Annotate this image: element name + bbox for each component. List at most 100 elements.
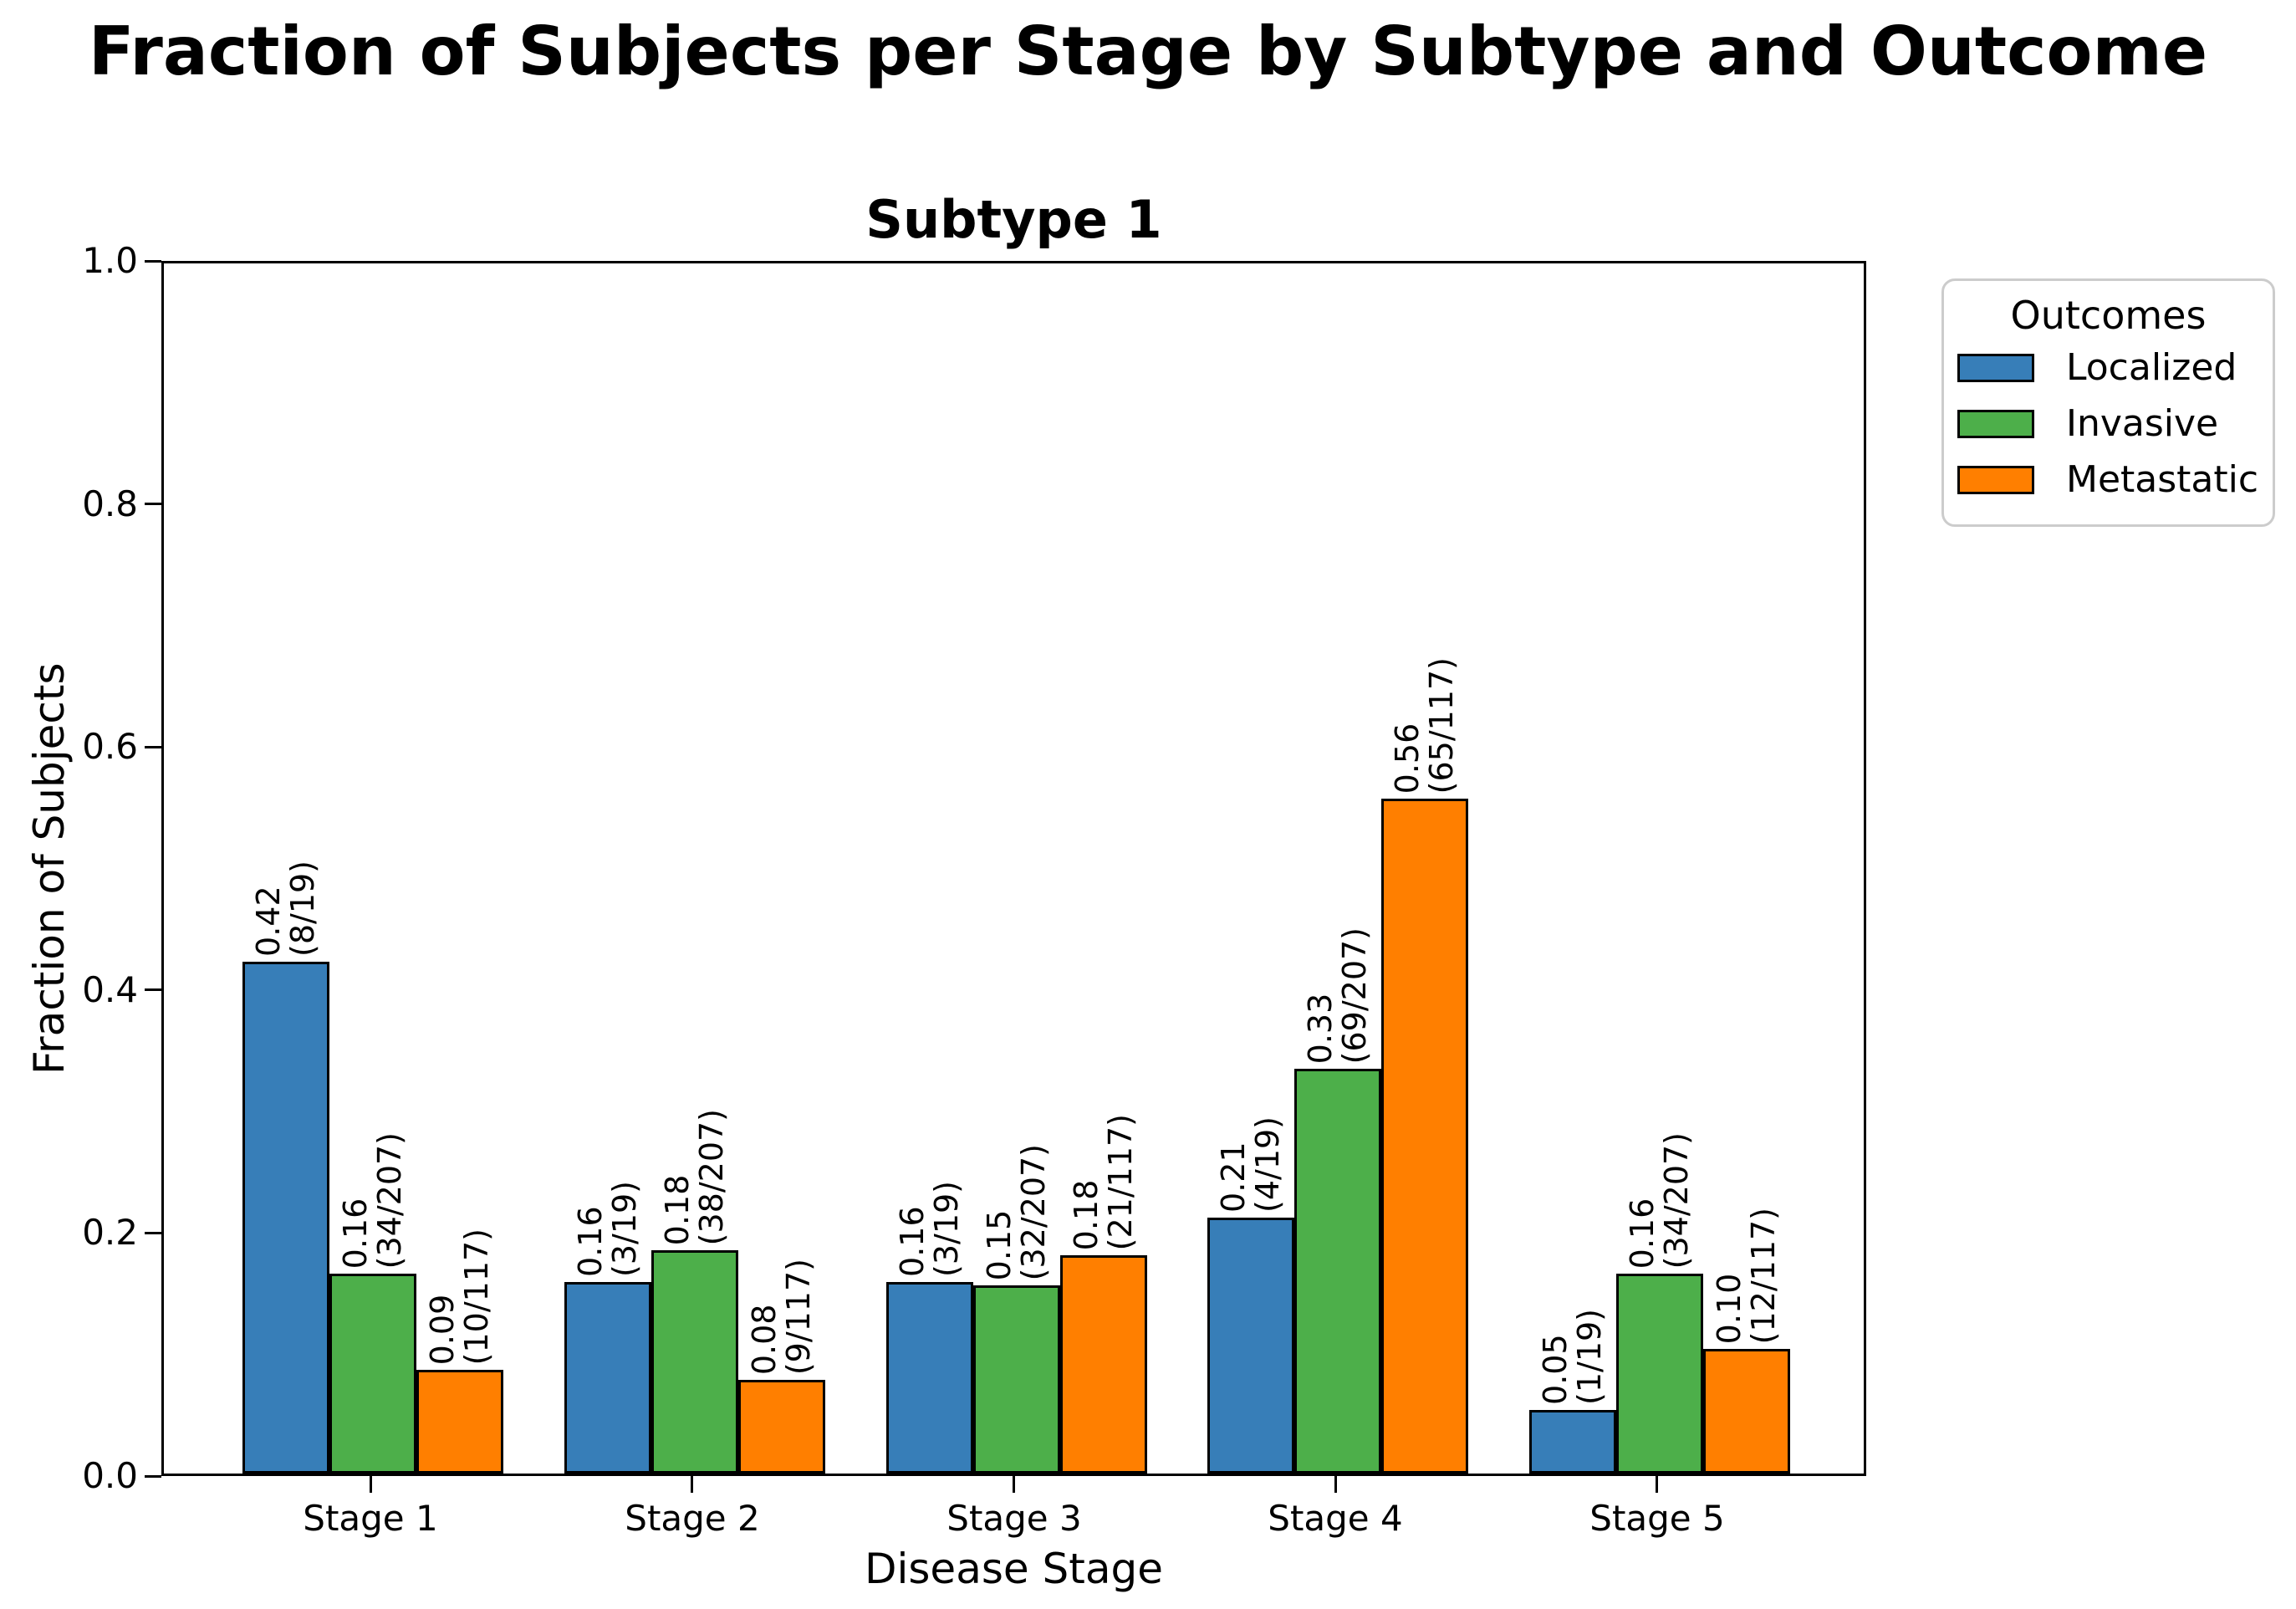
- bar-label-fraction: (3/19): [606, 1181, 643, 1277]
- subplot-title: Subtype 1: [865, 189, 1162, 250]
- bar-label-value: 0.15: [981, 1209, 1018, 1280]
- bar-label-fraction: (34/207): [371, 1131, 408, 1269]
- bar-label-fraction: (38/207): [693, 1108, 730, 1245]
- bar-label-stage-4-localized: 0.21 (4/19): [1215, 1116, 1286, 1213]
- bar-label-value: 0.33: [1302, 993, 1339, 1064]
- y-tick-mark-0.6: [145, 746, 161, 748]
- bar-label-value: 0.18: [1068, 1179, 1105, 1250]
- bar-label-value: 0.16: [337, 1198, 374, 1269]
- bar-stage-3-invasive: [973, 1285, 1060, 1474]
- plot-area: 0.42 (8/19) 0.16 (3/19) 0.16 (3/19) 0.21 (4/19)…: [161, 261, 1866, 1476]
- x-tick-label-stage-3: Stage 3: [946, 1498, 1082, 1539]
- legend-label-metastatic: Metastatic: [2066, 457, 2259, 501]
- x-tick-mark-stage-1: [370, 1476, 372, 1493]
- bar-label-value: 0.56: [1389, 723, 1426, 794]
- bar-stage-4-metastatic: [1381, 799, 1468, 1474]
- bar-label-fraction: (4/19): [1249, 1116, 1286, 1213]
- bar-label-stage-1-invasive: 0.16 (34/207): [337, 1131, 408, 1269]
- bar-label-stage-3-invasive: 0.15 (32/207): [981, 1143, 1052, 1280]
- bar-label-stage-5-invasive: 0.16 (34/207): [1624, 1131, 1695, 1269]
- bar-label-value: 0.16: [572, 1206, 609, 1277]
- y-tick-mark-0.4: [145, 988, 161, 991]
- legend-swatch-metastatic: [1957, 465, 2034, 494]
- legend-title: Outcomes: [2010, 293, 2207, 338]
- bar-stage-5-localized: [1529, 1410, 1616, 1474]
- y-tick-mark-0.2: [145, 1232, 161, 1234]
- legend-label-invasive: Invasive: [2066, 401, 2219, 445]
- y-tick-mark-1.0: [145, 260, 161, 263]
- bar-label-stage-3-metastatic: 0.18 (21/117): [1068, 1113, 1139, 1250]
- bar-label-stage-2-invasive: 0.18 (38/207): [659, 1108, 730, 1245]
- legend-swatch-invasive: [1957, 409, 2034, 438]
- x-tick-mark-stage-4: [1334, 1476, 1337, 1493]
- legend-row-localized: Localized: [1944, 340, 2273, 396]
- y-tick-label-0.0: 0.0: [82, 1455, 138, 1496]
- bar-label-value: 0.21: [1215, 1142, 1252, 1213]
- bar-stage-5-metastatic: [1703, 1349, 1790, 1474]
- bar-label-fraction: (32/207): [1015, 1143, 1052, 1280]
- x-tick-mark-stage-2: [691, 1476, 693, 1493]
- bar-label-fraction: (8/19): [284, 861, 321, 957]
- legend-row-metastatic: Metastatic: [1944, 452, 2273, 508]
- bar-label-value: 0.05: [1537, 1334, 1574, 1405]
- x-axis-label: Disease Stage: [864, 1545, 1164, 1593]
- x-tick-label-stage-5: Stage 5: [1589, 1498, 1725, 1539]
- bar-label-stage-5-metastatic: 0.10 (12/117): [1711, 1207, 1782, 1344]
- bar-label-fraction: (1/19): [1571, 1309, 1608, 1405]
- bar-label-value: 0.08: [746, 1304, 783, 1375]
- bar-label-stage-4-invasive: 0.33 (69/207): [1302, 927, 1373, 1064]
- figure-title: Fraction of Subjects per Stage by Subtyp…: [88, 13, 2208, 90]
- y-tick-label-0.2: 0.2: [82, 1212, 138, 1253]
- x-tick-mark-stage-3: [1013, 1476, 1015, 1493]
- bar-label-fraction: (65/117): [1423, 656, 1460, 794]
- bar-label-fraction: (69/207): [1336, 927, 1373, 1064]
- bar-stage-1-localized: [242, 962, 329, 1474]
- y-tick-mark-0.8: [145, 503, 161, 505]
- bar-stage-2-localized: [564, 1282, 651, 1474]
- bar-label-fraction: (34/207): [1658, 1131, 1695, 1269]
- x-tick-mark-stage-5: [1656, 1476, 1658, 1493]
- y-tick-label-0.8: 0.8: [82, 483, 138, 524]
- legend: Outcomes Localized Invasive Metastatic: [1941, 278, 2275, 527]
- bar-label-fraction: (12/117): [1745, 1207, 1782, 1344]
- bar-label-fraction: (3/19): [928, 1181, 965, 1277]
- legend-row-invasive: Invasive: [1944, 396, 2273, 452]
- y-tick-mark-0.0: [145, 1475, 161, 1478]
- y-tick-label-1.0: 1.0: [82, 240, 138, 281]
- bar-stage-5-invasive: [1616, 1274, 1703, 1474]
- bar-stage-1-metastatic: [416, 1370, 503, 1474]
- legend-swatch-localized: [1957, 353, 2034, 382]
- bar-stage-1-invasive: [329, 1274, 416, 1474]
- bar-label-value: 0.16: [894, 1206, 931, 1277]
- bar-label-stage-5-localized: 0.05 (1/19): [1537, 1309, 1608, 1405]
- bar-label-stage-1-metastatic: 0.09 (10/117): [424, 1228, 495, 1365]
- bar-label-fraction: (21/117): [1102, 1113, 1139, 1250]
- bar-stage-4-invasive: [1294, 1069, 1381, 1474]
- bar-stage-3-localized: [886, 1282, 973, 1474]
- bar-label-value: 0.18: [659, 1174, 696, 1245]
- bar-stage-3-metastatic: [1060, 1255, 1147, 1474]
- y-tick-label-0.6: 0.6: [82, 726, 138, 767]
- bar-label-stage-2-localized: 0.16 (3/19): [572, 1181, 643, 1277]
- y-tick-label-0.4: 0.4: [82, 969, 138, 1010]
- x-tick-label-stage-1: Stage 1: [303, 1498, 438, 1539]
- bar-label-value: 0.10: [1711, 1273, 1748, 1344]
- bar-stage-2-metastatic: [738, 1380, 825, 1474]
- bar-label-stage-4-metastatic: 0.56 (65/117): [1389, 656, 1460, 794]
- x-tick-label-stage-4: Stage 4: [1268, 1498, 1403, 1539]
- bar-stage-4-localized: [1207, 1218, 1294, 1474]
- bar-label-stage-3-localized: 0.16 (3/19): [894, 1181, 965, 1277]
- bar-label-fraction: (9/117): [780, 1258, 817, 1375]
- bar-label-value: 0.42: [250, 886, 287, 957]
- legend-rows: Localized Invasive Metastatic: [1944, 340, 2273, 508]
- bar-stage-2-invasive: [651, 1250, 738, 1474]
- bar-label-fraction: (10/117): [458, 1228, 495, 1365]
- y-axis-label: Fraction of Subjects: [25, 662, 74, 1075]
- legend-label-localized: Localized: [2066, 345, 2237, 389]
- bar-label-value: 0.16: [1624, 1198, 1661, 1269]
- bar-label-value: 0.09: [424, 1294, 461, 1365]
- bar-label-stage-2-metastatic: 0.08 (9/117): [746, 1258, 817, 1375]
- x-tick-label-stage-2: Stage 2: [625, 1498, 760, 1539]
- bar-label-stage-1-localized: 0.42 (8/19): [250, 861, 321, 957]
